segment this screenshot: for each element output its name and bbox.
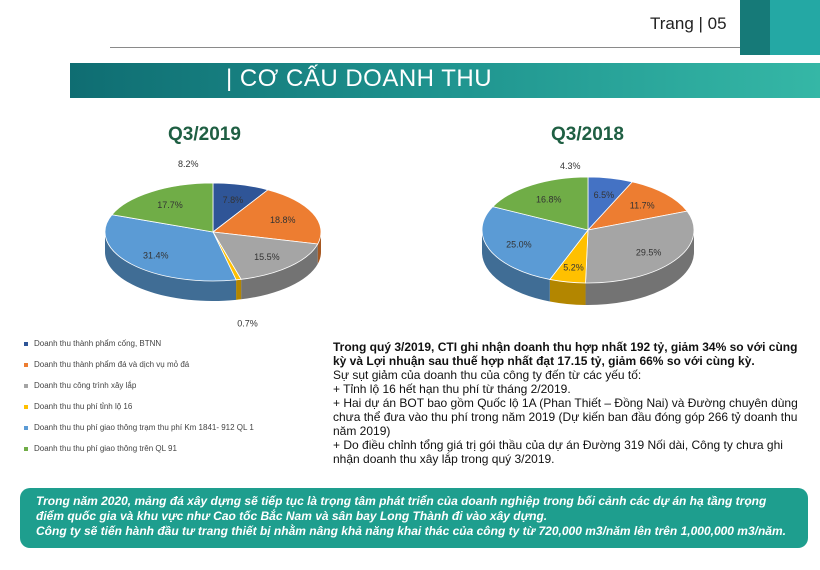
legend-item: Doanh thu thu phí giao thông trên QL 91 (24, 438, 324, 459)
pie-slice-side (104, 232, 237, 301)
summary-intro: Sự sụt giảm của doanh thu của công ty đế… (333, 368, 642, 382)
pie-slice-side (236, 279, 242, 300)
pie-slice-side (585, 230, 694, 306)
pie-slice-label: 31.4% (143, 250, 169, 260)
legend-swatch (24, 425, 28, 430)
legend-swatch (24, 446, 28, 451)
pie-slice-label: 17.7% (157, 200, 183, 210)
legend-label: Doanh thu thu phí giao thông trạm thu ph… (34, 423, 254, 432)
legend-item: Doanh thu thu phí giao thông trạm thu ph… (24, 417, 324, 438)
pie-slice-label: 15.5% (254, 252, 280, 262)
pie-slice-label: 0.7% (237, 318, 258, 328)
legend-label: Doanh thu thành phẩm đá và dịch vụ mỏ đá (34, 360, 190, 369)
section-title-bar (70, 63, 820, 98)
pie-slice (212, 231, 319, 280)
pie-slice-label: 7.8% (223, 195, 244, 205)
pie-label-extra-q3-2018: 4.3% (560, 161, 581, 171)
pie-slice (211, 189, 322, 245)
pie-chart-q3-2018: 6.5% 11.7% 29.5% 5.2% 25.0% 16.8% (481, 176, 695, 306)
legend-swatch (24, 362, 28, 367)
legend-label: Doanh thu thu phí giao thông trên QL 91 (34, 444, 177, 453)
pie-slice-label: 18.8% (270, 215, 296, 225)
pie-slice-side (549, 279, 586, 305)
legend-item: Doanh thu thành phẩm cống, BTNN (24, 333, 324, 354)
pie-chart-q3-2019: 7.8% 18.8% 15.5% 0.7% 31.4% 17.7% (104, 182, 322, 328)
legend-swatch (24, 383, 28, 388)
pie-slice (104, 214, 237, 282)
section-title: | CƠ CẤU DOANH THU (226, 65, 493, 92)
revenue-summary: Trong quý 3/2019, CTI ghi nhận doanh thu… (333, 340, 808, 466)
pie-slice (492, 176, 589, 231)
legend-item: Doanh thu thành phẩm đá và dịch vụ mỏ đá (24, 354, 324, 375)
legend-item: Doanh thu công trình xây lắp (24, 375, 324, 396)
legend-swatch (24, 341, 28, 346)
outlook-note-text-2: Công ty sẽ tiến hành đầu tư trang thiết … (36, 524, 786, 538)
summary-point: + Do điều chỉnh tổng giá trị gói thầu củ… (333, 438, 783, 466)
outlook-note: Trong năm 2020, mảng đá xây dựng sẽ tiếp… (20, 488, 808, 548)
chart-legend: Doanh thu thành phẩm cống, BTNN Doanh th… (24, 333, 324, 459)
legend-swatch (24, 404, 28, 409)
header-accent-light (770, 0, 820, 55)
header-divider (110, 47, 740, 48)
pie-slice (585, 210, 695, 284)
summary-point: + Hai dự án BOT bao gồm Quốc lộ 1A (Phan… (333, 396, 798, 438)
pie-slice-side (241, 244, 318, 300)
pie-charts: 7.8% 18.8% 15.5% 0.7% 31.4% 17.7% 6.5% 11.7% 29… (104, 159, 695, 328)
pie-slice-side (482, 230, 550, 302)
pie-slice-label: 25.0% (506, 240, 532, 250)
legend-label: Doanh thu thu phí tỉnh lộ 16 (34, 402, 133, 411)
summary-point: + Tỉnh lộ 16 hết hạn thu phí từ tháng 2/… (333, 382, 571, 396)
summary-lead: Trong quý 3/2019, CTI ghi nhận doanh thu… (333, 340, 798, 368)
pie-slice-label: 5.2% (563, 262, 584, 272)
pie-slice-label: 6.5% (594, 190, 615, 200)
chart-title-q3-2019: Q3/2019 (168, 124, 241, 145)
outlook-note-text: Trong năm 2020, mảng đá xây dựng sẽ tiếp… (36, 494, 767, 523)
legend-item: Doanh thu thu phí tỉnh lộ 16 (24, 396, 324, 417)
pie-label-extra-q3-2019: 8.2% (178, 159, 199, 169)
pie-slice-side (317, 232, 321, 265)
chart-title-q3-2018: Q3/2018 (551, 124, 624, 145)
pie-slice-label: 16.8% (536, 195, 562, 205)
page-number: Trang | 05 (650, 14, 727, 33)
pie-slice-label: 29.5% (636, 247, 662, 257)
legend-label: Doanh thu thành phẩm cống, BTNN (34, 339, 162, 348)
pie-slice (586, 181, 688, 231)
pie-slice (481, 206, 589, 280)
pie-slice-label: 11.7% (630, 201, 655, 211)
header-accent-dark (740, 0, 770, 55)
legend-label: Doanh thu công trình xây lắp (34, 381, 137, 390)
pie-slice (111, 182, 214, 233)
